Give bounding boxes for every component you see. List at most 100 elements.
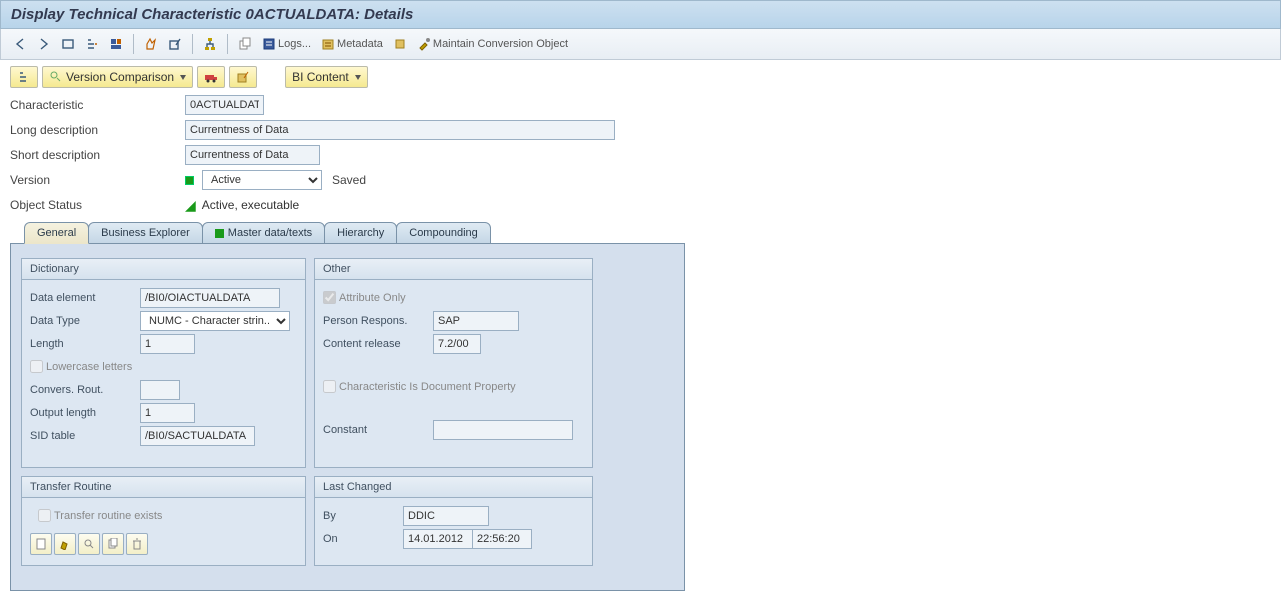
- data-type-select[interactable]: NUMC - Character strin...: [140, 311, 290, 331]
- convers-label: Convers. Rout.: [30, 384, 140, 396]
- sid-table-field[interactable]: [140, 426, 255, 446]
- main-toolbar: Logs... Metadata Maintain Conversion Obj…: [0, 29, 1281, 60]
- data-element-label: Data element: [30, 292, 140, 304]
- tab-master-data-label: Master data/texts: [228, 227, 312, 239]
- lowercase-checkbox: [30, 360, 43, 373]
- group-transfer-title: Transfer Routine: [22, 477, 305, 498]
- tab-hierarchy[interactable]: Hierarchy: [324, 222, 397, 244]
- green-indicator-icon: [215, 229, 224, 238]
- forward-icon[interactable]: [33, 33, 55, 55]
- sub-toolbar: Version Comparison BI Content: [0, 60, 1281, 94]
- version-status: Saved: [332, 173, 366, 187]
- data-element-field[interactable]: [140, 288, 280, 308]
- copy-routine-icon[interactable]: [102, 533, 124, 555]
- lowercase-label: Lowercase letters: [46, 361, 132, 373]
- on-date-field[interactable]: [403, 529, 473, 549]
- separator: [227, 34, 228, 54]
- separator: [192, 34, 193, 54]
- back-icon[interactable]: [9, 33, 31, 55]
- bi-content-btn[interactable]: BI Content: [285, 66, 368, 88]
- create-icon[interactable]: [30, 533, 52, 555]
- group-other: Other Attribute Only Person Respons. Con…: [314, 258, 593, 468]
- status-green-icon: [185, 176, 194, 185]
- object-status-value: Active, executable: [202, 198, 299, 212]
- group-last-changed: Last Changed By On: [314, 476, 593, 566]
- short-desc-label: Short description: [10, 148, 185, 162]
- header-form: Characteristic Long description Short de…: [0, 94, 1281, 216]
- transport-btn[interactable]: [197, 66, 225, 88]
- check-icon[interactable]: [164, 33, 186, 55]
- edit-icon[interactable]: [54, 533, 76, 555]
- delete-icon[interactable]: [126, 533, 148, 555]
- metadata-label: Metadata: [337, 38, 383, 50]
- copy-icon[interactable]: [234, 33, 256, 55]
- metadata-button[interactable]: Metadata: [317, 33, 387, 55]
- output-length-label: Output length: [30, 407, 140, 419]
- activate-icon[interactable]: [140, 33, 162, 55]
- attr-only-row: Attribute Only: [323, 286, 584, 309]
- package-btn[interactable]: [229, 66, 257, 88]
- bi-content-label: BI Content: [292, 70, 349, 84]
- on-time-field[interactable]: [472, 529, 532, 549]
- transfer-exists-label: Transfer routine exists: [54, 510, 162, 522]
- person-field[interactable]: [433, 311, 519, 331]
- constant-label: Constant: [323, 424, 433, 436]
- doc-prop-row: Characteristic Is Document Property: [323, 375, 584, 398]
- tab-master-data[interactable]: Master data/texts: [202, 222, 325, 244]
- tab-general[interactable]: General: [24, 222, 89, 244]
- convers-field[interactable]: [140, 380, 180, 400]
- version-label: Version: [10, 173, 185, 187]
- tabstrip: General Business Explorer Master data/te…: [0, 222, 1281, 244]
- group-transfer: Transfer Routine Transfer routine exists: [21, 476, 306, 566]
- person-label: Person Respons.: [323, 315, 433, 327]
- attribute-only-checkbox: [323, 291, 336, 304]
- constant-field[interactable]: [433, 420, 573, 440]
- data-type-label: Data Type: [30, 315, 140, 327]
- content-release-label: Content release: [323, 338, 433, 350]
- lowercase-check-row: Lowercase letters: [30, 355, 297, 378]
- chevron-down-icon: [355, 75, 361, 80]
- on-label: On: [323, 533, 403, 545]
- characteristic-label: Characteristic: [10, 98, 185, 112]
- logs-button[interactable]: Logs...: [258, 33, 315, 55]
- characteristic-field[interactable]: [185, 95, 264, 115]
- by-field[interactable]: [403, 506, 489, 526]
- short-desc-field[interactable]: [185, 145, 320, 165]
- sid-table-label: SID table: [30, 430, 140, 442]
- display-icon[interactable]: [78, 533, 100, 555]
- by-label: By: [323, 510, 403, 522]
- long-desc-field[interactable]: [185, 120, 615, 140]
- maintain-button[interactable]: Maintain Conversion Object: [413, 33, 572, 55]
- length-field[interactable]: [140, 334, 195, 354]
- version-comparison-btn[interactable]: Version Comparison: [42, 66, 193, 88]
- tab-panel-general: Dictionary Data element Data Type NUMC -…: [10, 243, 685, 591]
- window-icon[interactable]: [57, 33, 79, 55]
- content-release-field[interactable]: [433, 334, 481, 354]
- version-select[interactable]: Active: [202, 170, 322, 190]
- output-length-field[interactable]: [140, 403, 195, 423]
- long-desc-label: Long description: [10, 123, 185, 137]
- flag-green-icon: ◢: [185, 197, 196, 214]
- hierarchy-btn[interactable]: [10, 66, 38, 88]
- doc-prop-label: Characteristic Is Document Property: [339, 381, 516, 393]
- group-dictionary: Dictionary Data element Data Type NUMC -…: [21, 258, 306, 468]
- maintain-label: Maintain Conversion Object: [433, 38, 568, 50]
- separator: [133, 34, 134, 54]
- tree-icon[interactable]: [81, 33, 103, 55]
- version-comparison-label: Version Comparison: [66, 70, 174, 84]
- doc-prop-checkbox: [323, 380, 336, 393]
- logs-label: Logs...: [278, 38, 311, 50]
- where-used-icon[interactable]: [199, 33, 221, 55]
- object-status-label: Object Status: [10, 198, 185, 212]
- tab-business-explorer[interactable]: Business Explorer: [88, 222, 203, 244]
- object-icon[interactable]: [389, 33, 411, 55]
- window-title: Display Technical Characteristic 0ACTUAL…: [0, 0, 1281, 29]
- group-other-title: Other: [315, 259, 592, 280]
- transfer-buttons: [30, 533, 297, 555]
- length-label: Length: [30, 338, 140, 350]
- transfer-exists-checkbox: [38, 509, 51, 522]
- layout-icon[interactable]: [105, 33, 127, 55]
- attribute-only-label: Attribute Only: [339, 292, 406, 304]
- group-last-changed-title: Last Changed: [315, 477, 592, 498]
- tab-compounding[interactable]: Compounding: [396, 222, 491, 244]
